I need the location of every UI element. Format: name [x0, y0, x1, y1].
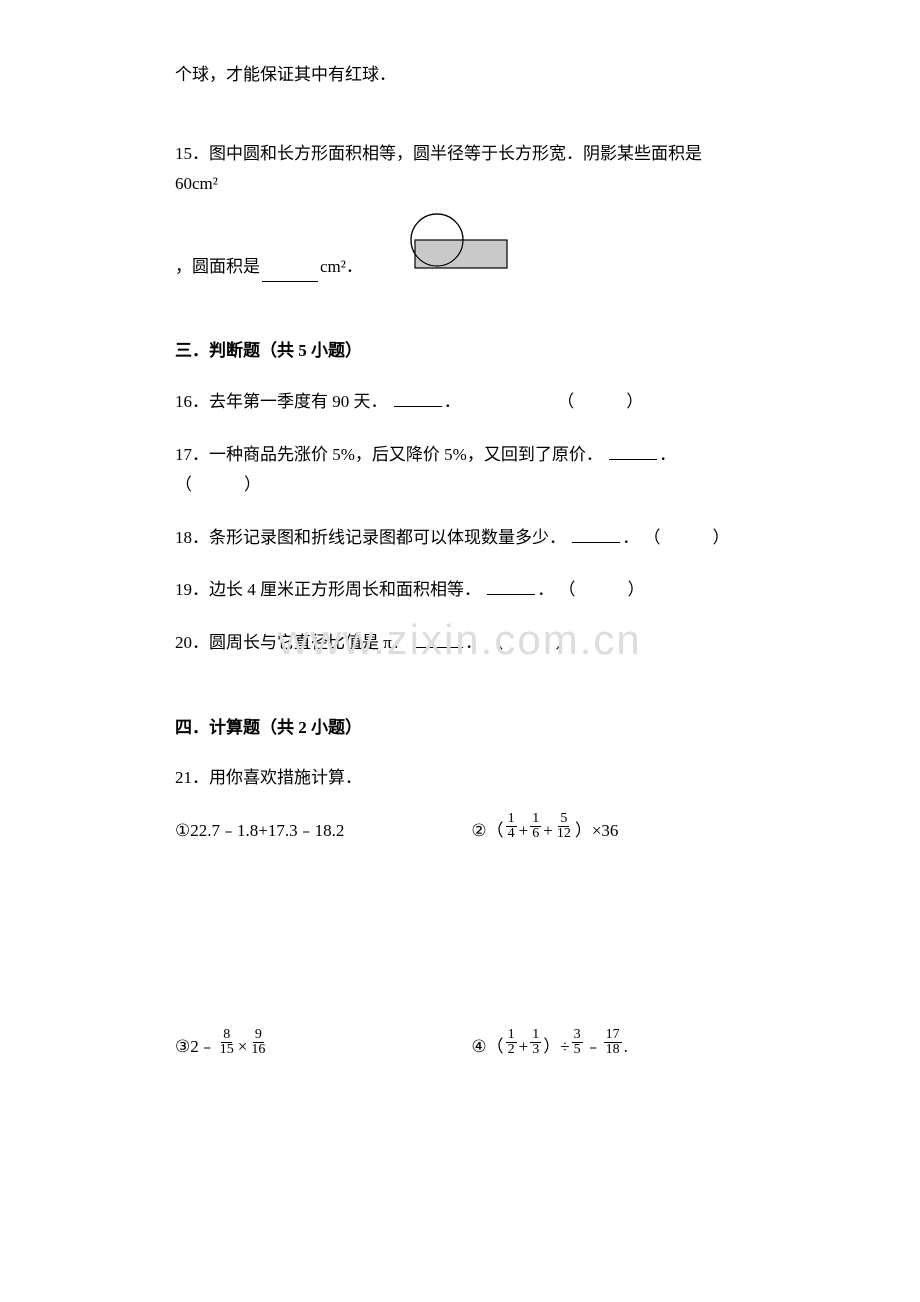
q19-blank: [487, 577, 535, 596]
calc3-pre: ③2﹣: [175, 1028, 216, 1065]
q15-post: cm²．: [320, 252, 363, 283]
calc2-pre: ②（: [471, 812, 503, 849]
q15-line1: 15．图中圆和长方形面积相等，圆半径等于长方形宽．阴影某些面积是 60cm²: [175, 139, 745, 200]
q15: 15．图中圆和长方形面积相等，圆半径等于长方形宽．阴影某些面积是 60cm² ，…: [175, 139, 745, 283]
calc1-text: ①22.7﹣1.8+17.3﹣18.2: [175, 812, 344, 849]
calc-row-1: ①22.7﹣1.8+17.3﹣18.2 ②（ 14 + 16 + 512 ）×3…: [175, 812, 745, 852]
calc2-frac-b: 16: [530, 812, 541, 842]
q15-svg: [377, 212, 517, 272]
q18: 18．条形记录图和折线记录图都可以体现数量多少． ． （ ）: [175, 523, 745, 554]
calc4-mid: ）÷: [543, 1028, 569, 1065]
q20-paren: （ ）: [486, 633, 578, 652]
q18-text: 18．条形记录图和折线记录图都可以体现数量多少．: [175, 528, 566, 547]
calc4-frac-a: 12: [506, 1028, 517, 1058]
calc-spacer: [175, 868, 745, 1028]
calc4-pre: ④（: [471, 1028, 503, 1065]
calc3-frac-a: 815: [218, 1028, 236, 1058]
q15-rect: [415, 240, 507, 268]
q19-text: 19．边长 4 厘米正方形周长和面积相等．: [175, 580, 481, 599]
q20-blank: [415, 629, 463, 648]
q19: 19．边长 4 厘米正方形周长和面积相等． ． （ ）: [175, 575, 745, 606]
calc3-frac-b: 916: [249, 1028, 267, 1058]
q18-paren: （ ）: [644, 528, 736, 547]
q16-text: 16．去年第一季度有 90 天．: [175, 392, 388, 411]
calc2-mid: ）×36: [575, 812, 619, 849]
q16-blank: [394, 388, 442, 407]
calc-row-2: ③2﹣ 815 × 916 ④（ 12 + 13 ）÷ 35 ﹣ 1718 .: [175, 1028, 745, 1068]
calc3-op: ×: [238, 1028, 248, 1065]
calc4-tail: .: [624, 1028, 628, 1065]
q20-text: 20．圆周长与它直径比值是 π．: [175, 633, 409, 652]
q15-blank: [262, 264, 318, 283]
q19-paren: （ ）: [559, 580, 651, 599]
q18-blank: [572, 524, 620, 543]
q20: 20．圆周长与它直径比值是 π． ． （ ）: [175, 628, 745, 659]
q17-paren: （ ）: [175, 475, 267, 494]
q16-paren: （ ）: [557, 392, 649, 411]
calc4-frac-b: 13: [530, 1028, 541, 1058]
q15-pre: ，圆面积是: [175, 252, 260, 283]
calc4-frac-e: 1718: [604, 1028, 622, 1058]
q17: 17．一种商品先涨价 5%，后又降价 5%，又回到了原价． ． （ ）: [175, 440, 745, 501]
calc2-frac-c: 512: [555, 812, 573, 842]
calc-1: ①22.7﹣1.8+17.3﹣18.2: [175, 812, 449, 852]
section4-title: 四．计算题（共 2 小题）: [175, 713, 745, 744]
calc4-op1: +: [519, 1028, 529, 1065]
calc2-frac-a: 14: [506, 812, 517, 842]
q17-blank: [609, 441, 657, 460]
q16: 16．去年第一季度有 90 天． ． （ ）: [175, 387, 745, 418]
q14-tail: 个球，才能保证其中有红球．: [175, 60, 745, 91]
calc2-op1: +: [519, 812, 529, 849]
calc4-op2: ﹣: [585, 1028, 602, 1065]
q17-text: 17．一种商品先涨价 5%，后又降价 5%，又回到了原价．: [175, 445, 603, 464]
calc-4: ④（ 12 + 13 ）÷ 35 ﹣ 1718 .: [471, 1028, 745, 1068]
calc-2: ②（ 14 + 16 + 512 ）×36: [471, 812, 745, 852]
q21-title: 21．用你喜欢措施计算．: [175, 763, 745, 794]
calc2-op2: +: [543, 812, 553, 849]
section3-title: 三．判断题（共 5 小题）: [175, 336, 745, 367]
calc4-frac-c: 35: [572, 1028, 583, 1058]
q15-figure: [377, 212, 517, 283]
calc-3: ③2﹣ 815 × 916: [175, 1028, 449, 1068]
